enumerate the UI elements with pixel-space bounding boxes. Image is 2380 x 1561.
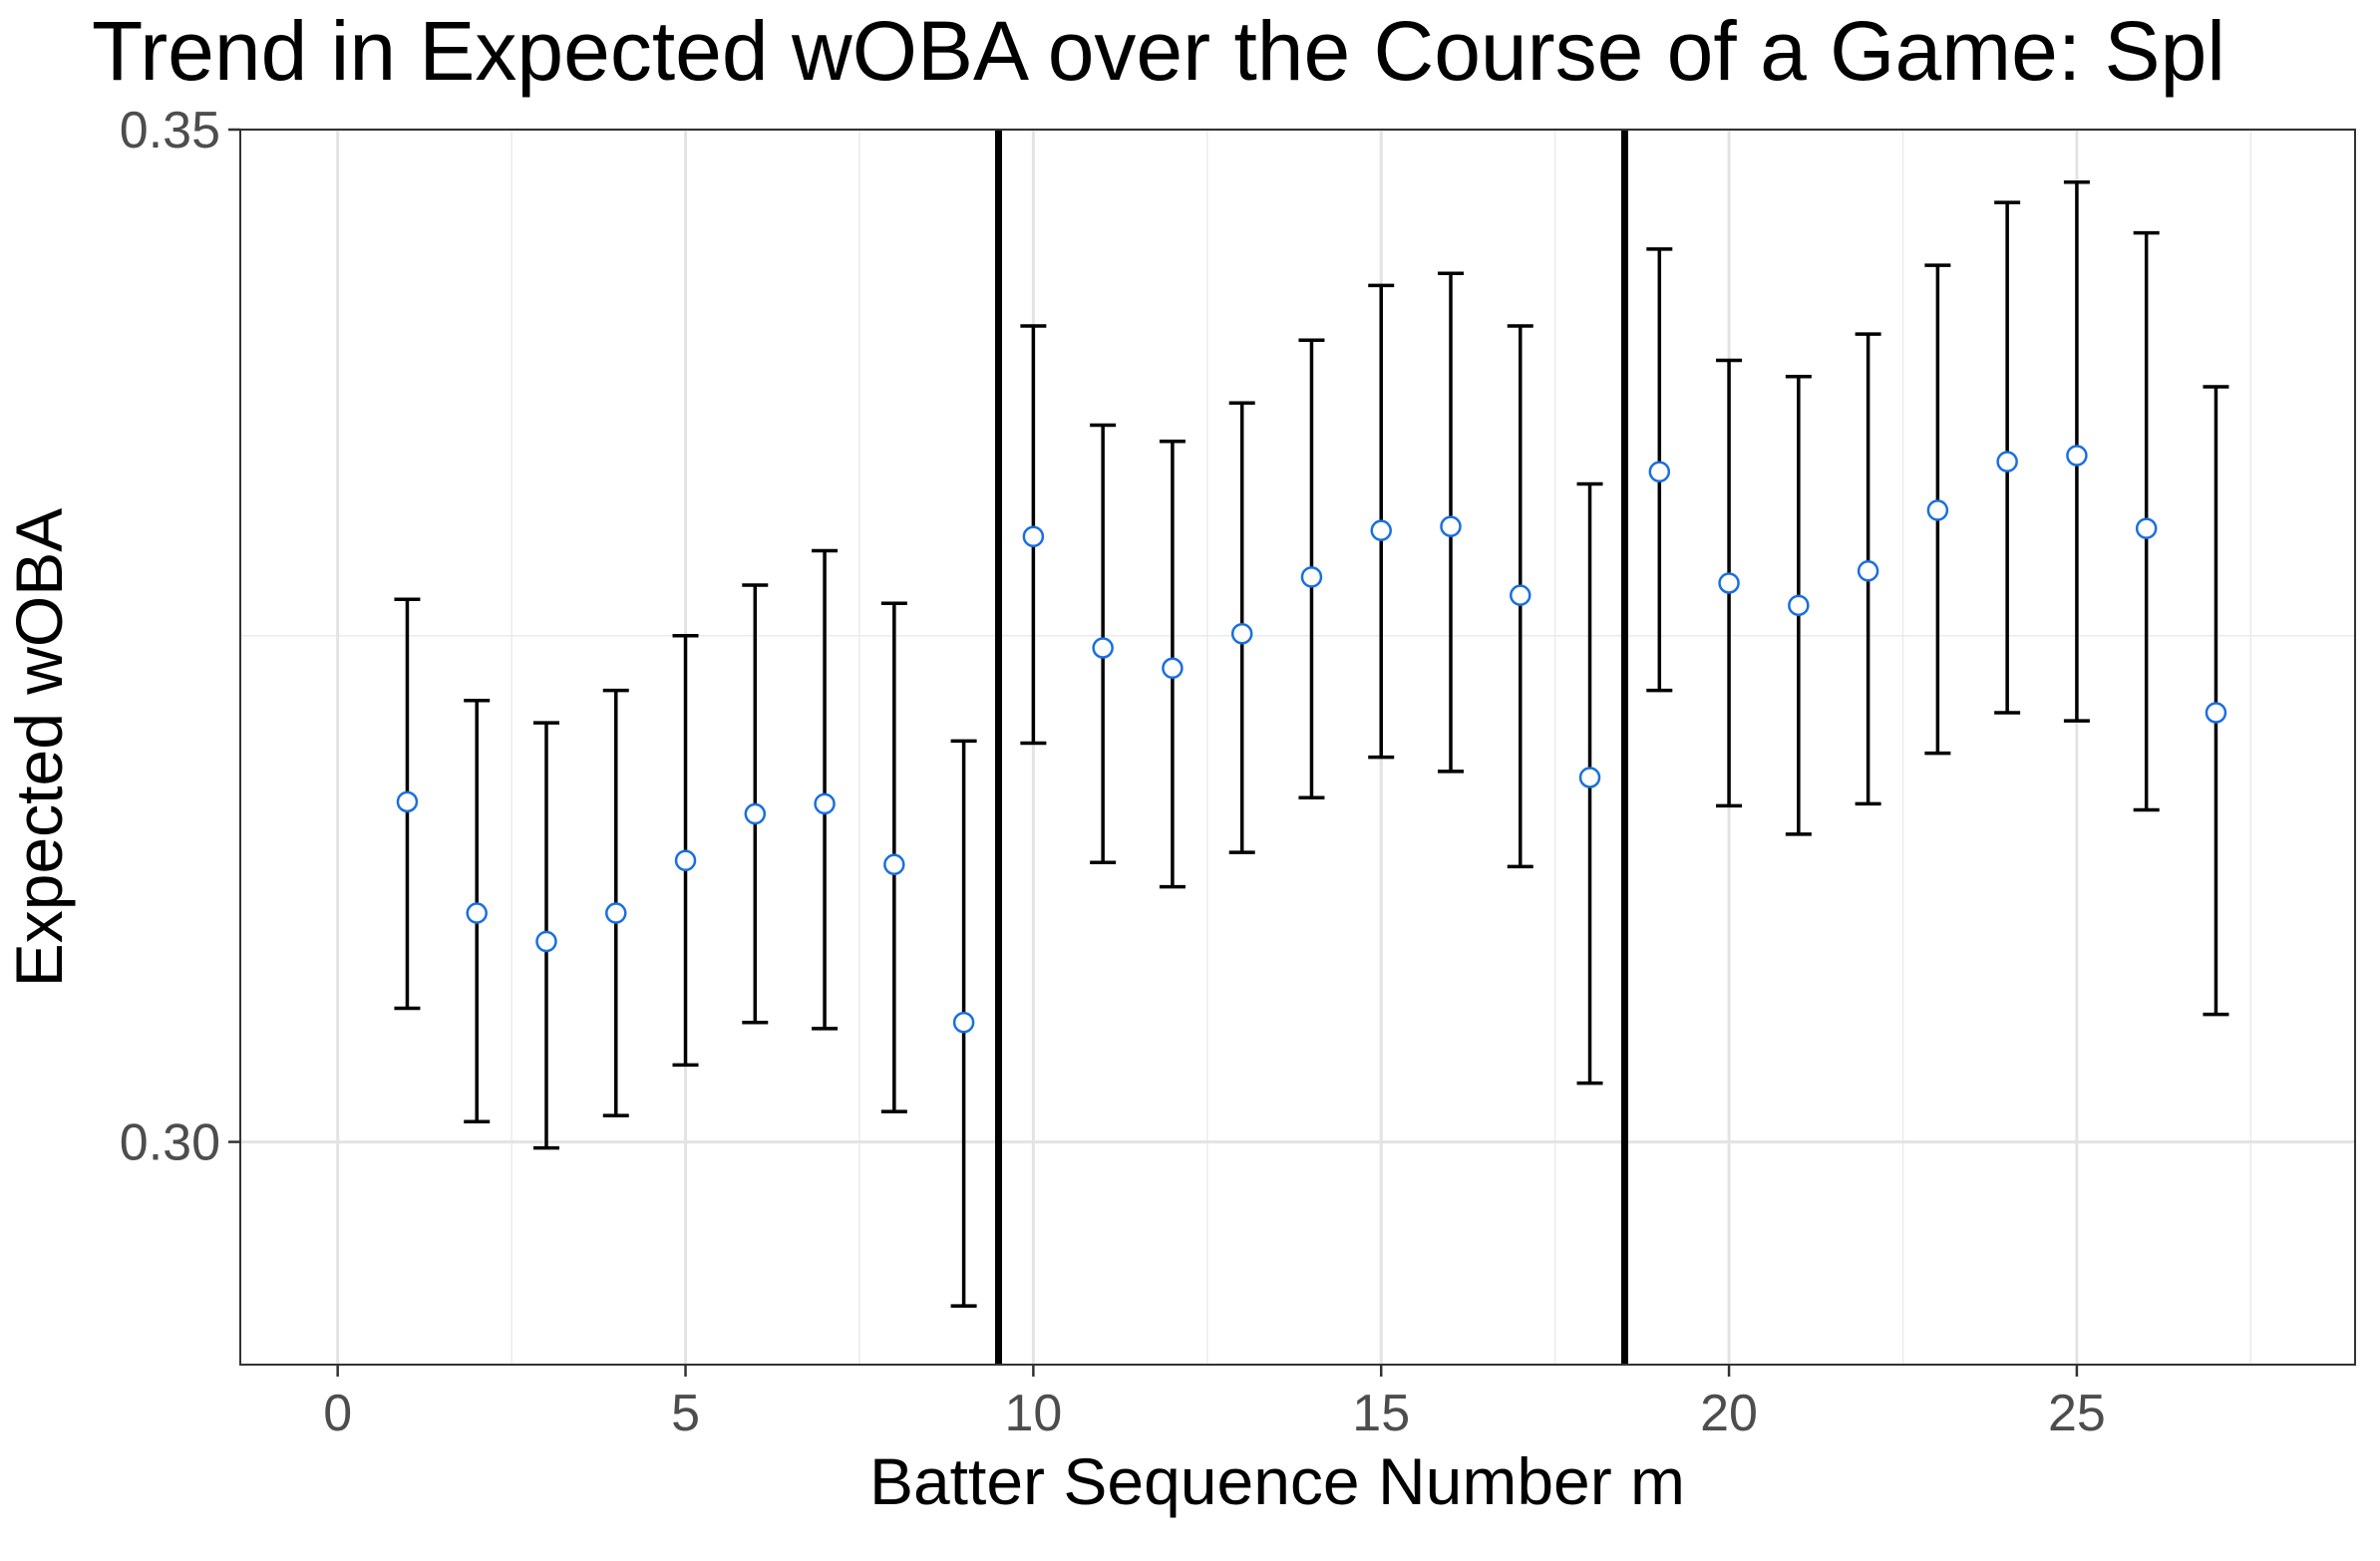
x-tick-label: 5 (671, 1385, 700, 1442)
data-point (1718, 572, 1740, 594)
data-point (1022, 525, 1045, 548)
data-point (1788, 594, 1810, 617)
data-point (2135, 517, 2158, 539)
y-tick-label: 0.30 (120, 1114, 220, 1172)
plot-panel-border (239, 129, 2356, 1366)
data-point (1996, 451, 2018, 472)
axes: 0 5 10 15 20 25 0.30 0.35 (120, 102, 2106, 1442)
data-point (744, 802, 767, 825)
data-point (1092, 637, 1114, 659)
data-point (535, 930, 557, 953)
data-point (1162, 657, 1184, 680)
data-point (814, 792, 836, 815)
data-point (2066, 445, 2088, 467)
data-point (605, 902, 627, 924)
data-points (396, 445, 2227, 1034)
data-point (674, 849, 697, 871)
data-point (466, 902, 488, 924)
data-point (1370, 519, 1392, 541)
error-bar (2203, 385, 2229, 1017)
y-axis-label: Expected wOBA (2, 508, 76, 988)
x-tick-label: 20 (1700, 1385, 1758, 1442)
data-point (952, 1011, 975, 1034)
x-tick-label: 15 (1352, 1385, 1410, 1442)
data-point (883, 853, 905, 876)
x-tick-label: 0 (323, 1385, 352, 1442)
data-point (396, 790, 419, 813)
reference-lines (994, 130, 1628, 1365)
data-point (2205, 702, 2227, 724)
x-axis-label: Batter Sequence Number m (869, 1444, 1685, 1518)
data-point (1300, 566, 1323, 588)
x-tick-label: 25 (2048, 1385, 2106, 1442)
data-point (1857, 560, 1879, 582)
error-bar (812, 548, 839, 1031)
data-point (1648, 461, 1671, 483)
x-tick-label: 10 (1004, 1385, 1062, 1442)
y-tick-label: 0.35 (120, 102, 220, 159)
data-point (1230, 623, 1253, 645)
chart-title: Trend in Expected wOBA over the Course o… (92, 4, 2225, 98)
data-point (1926, 499, 1949, 521)
data-point (1440, 515, 1462, 537)
data-point (1578, 767, 1601, 788)
data-point (1510, 584, 1531, 606)
